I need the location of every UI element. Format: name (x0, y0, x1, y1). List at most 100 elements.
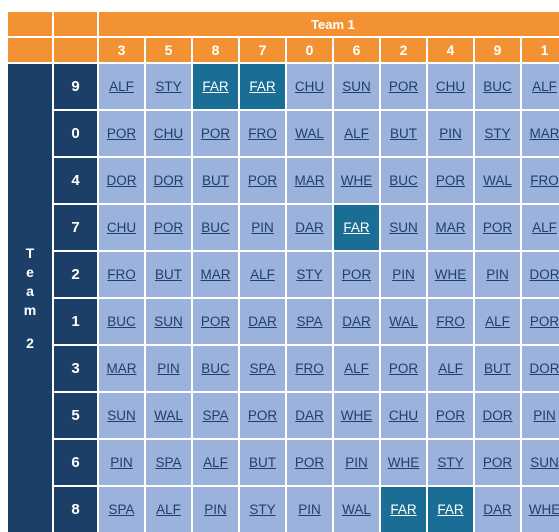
square-owner-link[interactable]: FRO (530, 173, 559, 188)
square-owner-link[interactable]: FRO (295, 361, 324, 376)
square-owner-link[interactable]: STY (484, 126, 510, 141)
square-owner-link[interactable]: FAR (343, 220, 369, 235)
square-owner-link[interactable]: MAR (295, 173, 325, 188)
square-owner-link[interactable]: DAR (295, 220, 324, 235)
square-owner-link[interactable]: PIN (392, 267, 415, 282)
square-owner-link[interactable]: DOR (530, 361, 559, 376)
square-owner-link[interactable]: MAR (530, 126, 559, 141)
square-owner-link[interactable]: POR (530, 314, 559, 329)
grid-square[interactable]: POR (193, 299, 238, 344)
grid-square[interactable]: POR (381, 64, 426, 109)
square-owner-link[interactable]: BUT (390, 126, 417, 141)
grid-square[interactable]: SUN (381, 205, 426, 250)
grid-square[interactable]: FRO (522, 158, 559, 203)
square-owner-link[interactable]: MAR (107, 361, 137, 376)
square-owner-link[interactable]: ALF (344, 361, 369, 376)
grid-square[interactable]: PIN (240, 205, 285, 250)
square-owner-link[interactable]: POR (295, 455, 324, 470)
square-owner-link[interactable]: FAR (202, 79, 228, 94)
square-owner-link[interactable]: PIN (157, 361, 180, 376)
grid-square[interactable]: FRO (99, 252, 144, 297)
grid-square[interactable]: WAL (381, 299, 426, 344)
square-owner-link[interactable]: POR (389, 361, 418, 376)
grid-square[interactable]: BUC (381, 158, 426, 203)
grid-square[interactable]: DOR (99, 158, 144, 203)
square-owner-link[interactable]: POR (483, 220, 512, 235)
grid-square[interactable]: ALF (146, 487, 191, 532)
grid-square[interactable]: DOR (522, 346, 559, 391)
grid-square[interactable]: WHE (522, 487, 559, 532)
grid-square[interactable]: FAR (428, 487, 473, 532)
grid-square[interactable]: PIN (522, 393, 559, 438)
square-owner-link[interactable]: POR (436, 173, 465, 188)
square-owner-link[interactable]: SUN (530, 455, 559, 470)
square-owner-link[interactable]: WHE (341, 173, 373, 188)
grid-square[interactable]: STY (475, 111, 520, 156)
square-owner-link[interactable]: PIN (345, 455, 368, 470)
grid-square[interactable]: PIN (475, 252, 520, 297)
square-owner-link[interactable]: SUN (107, 408, 136, 423)
square-owner-link[interactable]: WHE (529, 502, 559, 517)
grid-square[interactable]: PIN (99, 440, 144, 485)
grid-square[interactable]: CHU (381, 393, 426, 438)
grid-square[interactable]: WAL (334, 487, 379, 532)
grid-square[interactable]: WHE (334, 158, 379, 203)
grid-square[interactable]: MAR (287, 158, 332, 203)
square-owner-link[interactable]: STY (296, 267, 322, 282)
grid-square[interactable]: DAR (287, 205, 332, 250)
square-owner-link[interactable]: BUC (201, 361, 230, 376)
grid-square[interactable]: MAR (428, 205, 473, 250)
grid-square[interactable]: SUN (522, 440, 559, 485)
grid-square[interactable]: BUC (193, 205, 238, 250)
grid-square[interactable]: BUC (475, 64, 520, 109)
square-owner-link[interactable]: DOR (483, 408, 513, 423)
square-owner-link[interactable]: PIN (298, 502, 321, 517)
square-owner-link[interactable]: POR (248, 408, 277, 423)
grid-square[interactable]: POR (428, 393, 473, 438)
square-owner-link[interactable]: BUT (155, 267, 182, 282)
grid-square[interactable]: POR (475, 440, 520, 485)
grid-square[interactable]: DAR (475, 487, 520, 532)
square-owner-link[interactable]: STY (155, 79, 181, 94)
grid-square[interactable]: ALF (428, 346, 473, 391)
square-owner-link[interactable]: PIN (439, 126, 462, 141)
grid-square[interactable]: POR (146, 205, 191, 250)
grid-square[interactable]: MAR (522, 111, 559, 156)
square-owner-link[interactable]: STY (249, 502, 275, 517)
square-owner-link[interactable]: CHU (436, 79, 465, 94)
grid-square[interactable]: CHU (287, 64, 332, 109)
grid-square[interactable]: PIN (287, 487, 332, 532)
grid-square[interactable]: PIN (146, 346, 191, 391)
grid-square[interactable]: DAR (287, 393, 332, 438)
grid-square[interactable]: DOR (146, 158, 191, 203)
square-owner-link[interactable]: WAL (342, 502, 371, 517)
grid-square[interactable]: ALF (240, 252, 285, 297)
square-owner-link[interactable]: STY (437, 455, 463, 470)
grid-square[interactable]: SUN (146, 299, 191, 344)
grid-square[interactable]: WAL (146, 393, 191, 438)
grid-square[interactable]: POR (240, 158, 285, 203)
grid-square[interactable]: SPA (193, 393, 238, 438)
square-owner-link[interactable]: POR (483, 455, 512, 470)
grid-square[interactable]: FAR (193, 64, 238, 109)
square-owner-link[interactable]: ALF (438, 361, 463, 376)
grid-square[interactable]: POR (381, 346, 426, 391)
grid-square[interactable]: FRO (428, 299, 473, 344)
grid-square[interactable]: ALF (99, 64, 144, 109)
grid-square[interactable]: POR (522, 299, 559, 344)
square-owner-link[interactable]: DAR (295, 408, 324, 423)
square-owner-link[interactable]: BUT (249, 455, 276, 470)
grid-square[interactable]: PIN (428, 111, 473, 156)
square-owner-link[interactable]: SPA (249, 361, 275, 376)
square-owner-link[interactable]: ALF (532, 220, 557, 235)
square-owner-link[interactable]: ALF (485, 314, 510, 329)
grid-square[interactable]: STY (428, 440, 473, 485)
square-owner-link[interactable]: DAR (248, 314, 277, 329)
grid-square[interactable]: CHU (99, 205, 144, 250)
grid-square[interactable]: FRO (240, 111, 285, 156)
grid-square[interactable]: POR (240, 393, 285, 438)
square-owner-link[interactable]: SUN (154, 314, 183, 329)
grid-square[interactable]: CHU (146, 111, 191, 156)
grid-square[interactable]: STY (240, 487, 285, 532)
square-owner-link[interactable]: MAR (201, 267, 231, 282)
